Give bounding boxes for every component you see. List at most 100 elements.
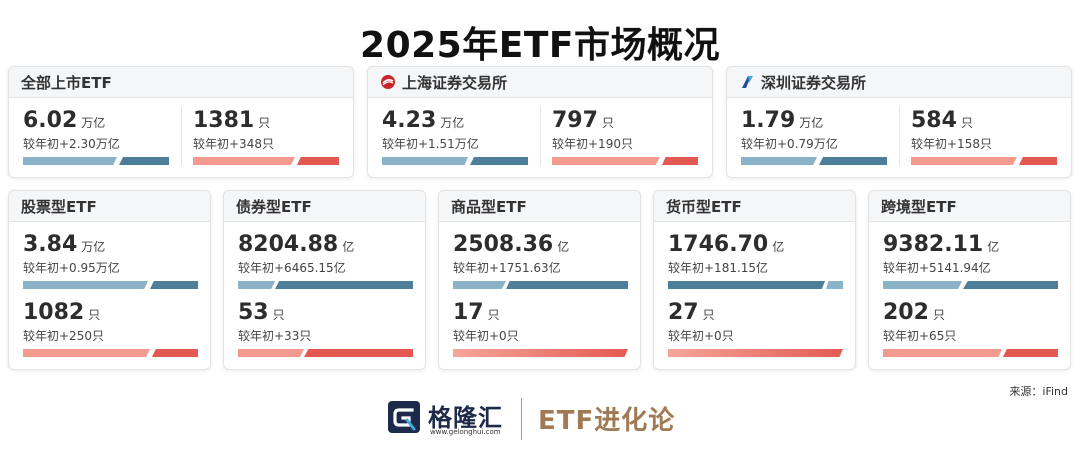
- card-szse: 深圳证券交易所 1.79 万亿 较年初+0.79万亿 584 只 较年初+158只: [726, 66, 1072, 178]
- scale-change: 较年初+1.51万亿: [382, 137, 479, 151]
- count-metric: 584 只 较年初+158只: [911, 109, 1057, 165]
- scale-value: 3.84: [23, 232, 78, 257]
- count-unit: 只: [960, 116, 973, 130]
- card-title: 上海证券交易所: [402, 73, 508, 92]
- count-metric: 1381 只 较年初+348只: [193, 109, 339, 165]
- scale-value: 2508.36: [453, 232, 554, 257]
- count-change: 较年初+250只: [23, 329, 104, 343]
- count-change: 较年初+190只: [552, 137, 633, 151]
- scale-change: 较年初+0.95万亿: [23, 261, 120, 275]
- card-title: 深圳证券交易所: [761, 73, 867, 92]
- count-value: 17: [453, 300, 484, 325]
- brand-url: www.gelonghui.com: [430, 428, 501, 436]
- szse-logo-icon: [742, 76, 753, 88]
- scale-bar: [23, 157, 169, 165]
- count-metric: 1082 只 较年初+250只: [23, 301, 198, 357]
- count-unit: 只: [258, 116, 271, 130]
- scale-unit: 亿: [987, 240, 1000, 254]
- scale-unit: 万亿: [799, 116, 824, 130]
- card-header: 跨境型ETF: [869, 191, 1070, 222]
- sse-logo-icon: [381, 75, 395, 89]
- card-money-etf: 货币型ETF 1746.70 亿 较年初+181.15亿 27 只 较年初+0只: [653, 190, 856, 370]
- scale-value: 8204.88: [238, 232, 339, 257]
- scale-unit: 万亿: [81, 116, 106, 130]
- card-stock-etf: 股票型ETF 3.84 万亿 较年初+0.95万亿 1082 只 较年初+250只: [8, 190, 211, 370]
- card-header: 上海证券交易所: [368, 67, 712, 98]
- scale-metric: 8204.88 亿 较年初+6465.15亿: [238, 233, 413, 289]
- count-value: 202: [883, 300, 929, 325]
- scale-bar: [453, 281, 628, 289]
- scale-metric: 1.79 万亿 较年初+0.79万亿: [741, 109, 887, 165]
- count-unit: 只: [88, 308, 101, 322]
- count-bar: [238, 349, 413, 357]
- count-value: 797: [552, 108, 598, 133]
- count-unit: 只: [702, 308, 715, 322]
- count-bar: [883, 349, 1058, 357]
- card-header: 债券型ETF: [224, 191, 425, 222]
- scale-unit: 万亿: [81, 240, 106, 254]
- count-change: 较年初+348只: [193, 137, 274, 151]
- card-cross-border-etf: 跨境型ETF 9382.11 亿 较年初+5141.94亿 202 只 较年初+65…: [868, 190, 1071, 370]
- scale-metric: 9382.11 亿 较年初+5141.94亿: [883, 233, 1058, 289]
- count-metric: 53 只 较年初+33只: [238, 301, 413, 357]
- page-title: 2025年ETF市场概况: [360, 25, 720, 66]
- scale-change: 较年初+6465.15亿: [238, 261, 346, 275]
- scale-value: 9382.11: [883, 232, 984, 257]
- card-title: 全部上市ETF: [21, 73, 112, 92]
- count-unit: 只: [487, 308, 500, 322]
- count-change: 较年初+0只: [453, 329, 519, 343]
- column-name: ETF进化论: [538, 406, 676, 436]
- scale-value: 1.79: [741, 108, 796, 133]
- scale-unit: 亿: [342, 240, 355, 254]
- card-title: 债券型ETF: [236, 197, 312, 216]
- gelonghui-logo-icon: [388, 401, 420, 433]
- scale-bar: [238, 281, 413, 289]
- scale-unit: 亿: [557, 240, 570, 254]
- card-header: 深圳证券交易所: [727, 67, 1071, 98]
- brand-name: 格隆汇: [428, 404, 503, 432]
- scale-bar: [883, 281, 1058, 289]
- card-title: 股票型ETF: [21, 197, 97, 216]
- count-value: 53: [238, 300, 269, 325]
- scale-metric: 6.02 万亿 较年初+2.30万亿: [23, 109, 169, 165]
- scale-unit: 万亿: [440, 116, 465, 130]
- scale-value: 6.02: [23, 108, 78, 133]
- card-header: 商品型ETF: [439, 191, 640, 222]
- card-title: 商品型ETF: [451, 197, 527, 216]
- card-bond-etf: 债券型ETF 8204.88 亿 较年初+6465.15亿 53 只 较年初+33只: [223, 190, 426, 370]
- scale-change: 较年初+0.79万亿: [741, 137, 838, 151]
- count-unit: 只: [932, 308, 945, 322]
- scale-change: 较年初+5141.94亿: [883, 261, 991, 275]
- scale-value: 1746.70: [668, 232, 769, 257]
- scale-bar: [382, 157, 528, 165]
- count-bar: [453, 349, 628, 357]
- scale-metric: 3.84 万亿 较年初+0.95万亿: [23, 233, 198, 289]
- scale-change: 较年初+1751.63亿: [453, 261, 561, 275]
- count-change: 较年初+65只: [883, 329, 957, 343]
- scale-bar: [23, 281, 198, 289]
- count-bar: [552, 157, 698, 165]
- card-sse: 上海证券交易所 4.23 万亿 较年初+1.51万亿 797 只 较年初+190只: [367, 66, 713, 178]
- count-metric: 17 只 较年初+0只: [453, 301, 628, 357]
- scale-metric: 4.23 万亿 较年初+1.51万亿: [382, 109, 528, 165]
- card-title: 货币型ETF: [666, 197, 742, 216]
- card-commodity-etf: 商品型ETF 2508.36 亿 较年初+1751.63亿 17 只 较年初+0只: [438, 190, 641, 370]
- brand-divider: [521, 398, 522, 440]
- card-header: 全部上市ETF: [9, 67, 353, 98]
- count-unit: 只: [601, 116, 614, 130]
- count-bar: [23, 349, 198, 357]
- count-unit: 只: [272, 308, 285, 322]
- scale-unit: 亿: [772, 240, 785, 254]
- count-metric: 27 只 较年初+0只: [668, 301, 843, 357]
- count-bar: [193, 157, 339, 165]
- count-bar: [668, 349, 843, 357]
- scale-bar: [668, 281, 843, 289]
- source-note: 来源：iFind: [1009, 385, 1068, 398]
- card-all-etf: 全部上市ETF 6.02 万亿 较年初+2.30万亿 1381 只 较年初+348只: [8, 66, 354, 178]
- count-change: 较年初+33只: [238, 329, 312, 343]
- card-header: 股票型ETF: [9, 191, 210, 222]
- scale-bar: [741, 157, 887, 165]
- card-header: 货币型ETF: [654, 191, 855, 222]
- count-bar: [911, 157, 1057, 165]
- count-change: 较年初+0只: [668, 329, 734, 343]
